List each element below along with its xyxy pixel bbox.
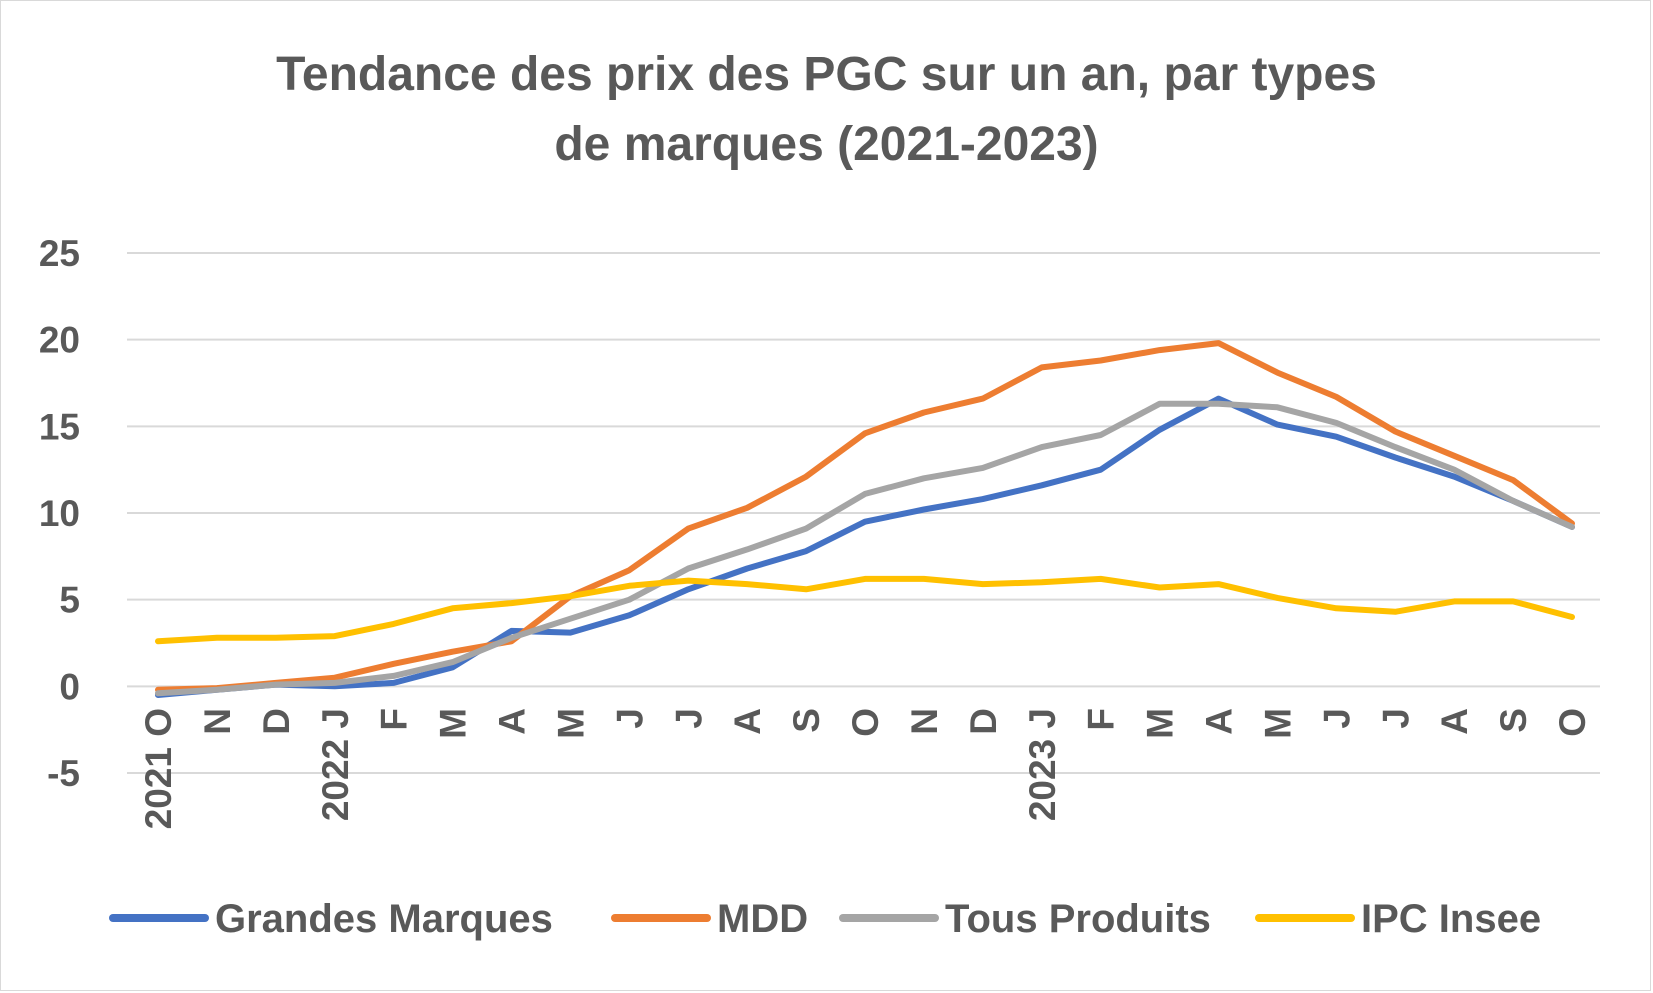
x-tick-label: A (727, 708, 768, 735)
x-tick-label: 2022 J (315, 708, 356, 821)
x-tick-label: A (492, 708, 533, 735)
x-tick-label: A (1199, 708, 1240, 735)
x-tick-label: D (256, 708, 297, 735)
legend-label-tous-produits: Tous Produits (945, 897, 1211, 941)
x-tick-label: M (1257, 708, 1298, 739)
x-tick-label: J (609, 708, 650, 729)
x-tick-label: M (550, 708, 591, 739)
x-tick-label: M (1140, 708, 1181, 739)
x-tick-label: 2023 J (1022, 708, 1063, 821)
x-tick-label: J (668, 708, 709, 729)
y-tick-label: 10 (39, 493, 80, 534)
gridlines (127, 252, 1600, 774)
series-line-mdd (155, 340, 1575, 693)
chart-title: Tendance des prix des PGC sur un an, par… (0, 40, 1653, 180)
x-tick-label: O (845, 708, 886, 737)
chart-title-line-1: Tendance des prix des PGC sur un an, par… (276, 48, 1377, 101)
series-line-tous-produits (155, 400, 1575, 697)
x-tick-label: A (1434, 708, 1475, 735)
series-line-grandes-marques (155, 395, 1575, 698)
x-tick-label: O (1552, 708, 1593, 737)
series-lines (155, 340, 1575, 698)
chart-title-line-2: de marques (2021-2023) (554, 118, 1099, 171)
legend-label-grandes-marques: Grandes Marques (215, 897, 553, 941)
x-tick-label: S (1493, 708, 1534, 733)
x-tick-label: F (374, 708, 415, 731)
x-tick-label: J (1375, 708, 1416, 729)
x-tick-label: S (786, 708, 827, 733)
x-tick-label: J (1316, 708, 1357, 729)
legend: Grandes Marques MDD Tous Produits IPC Insee (109, 897, 1541, 941)
x-tick-label: 2021 O (138, 708, 179, 829)
legend-label-ipc-insee: IPC Insee (1361, 897, 1541, 941)
x-tick-label: F (1081, 708, 1122, 731)
y-tick-label: 20 (39, 320, 80, 361)
y-axis-ticks: -5 0 5 10 15 20 25 (39, 233, 80, 794)
y-tick-label: 5 (59, 580, 80, 621)
y-tick-label: -5 (47, 753, 80, 794)
x-tick-label: N (904, 708, 945, 735)
x-tick-label: D (963, 708, 1004, 735)
legend-label-mdd: MDD (717, 897, 808, 941)
x-tick-label: M (433, 708, 474, 739)
y-tick-label: 25 (39, 233, 80, 274)
y-tick-label: 15 (39, 406, 80, 447)
series-line-ipc-insee (155, 575, 1575, 645)
y-tick-label: 0 (59, 666, 80, 707)
x-tick-label: N (197, 708, 238, 735)
